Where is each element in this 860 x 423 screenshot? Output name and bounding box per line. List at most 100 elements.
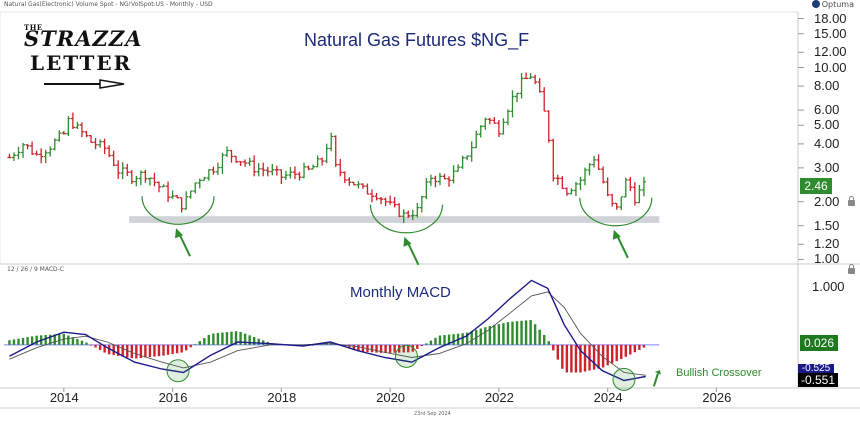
time-axis-tick: 2018 <box>267 390 297 405</box>
lock-icon[interactable] <box>848 264 855 274</box>
low-arc-marker <box>141 196 215 225</box>
low-arrow <box>406 241 420 266</box>
macd-histogram-bar <box>26 337 29 345</box>
signal-line <box>9 291 646 376</box>
footer-date: 23rd Sep 2024 <box>414 411 451 417</box>
macd-histogram-bar <box>153 344 156 357</box>
low-arrow-head <box>175 228 184 239</box>
macd-histogram-bar <box>171 344 174 355</box>
macd-histogram-bar <box>230 331 233 345</box>
macd-histogram-bar <box>30 336 34 345</box>
macd-histogram-bar <box>180 344 183 353</box>
macd-histogram-bar <box>556 344 560 360</box>
macd-histogram-bar <box>148 344 152 358</box>
macd-histogram-bar <box>85 342 88 345</box>
macd-histogram-bar <box>420 344 424 347</box>
macd-histogram-bar <box>407 344 410 353</box>
macd-histogram-bar <box>416 344 419 349</box>
macd-histogram-bar <box>58 334 61 345</box>
time-axis-tick: 2026 <box>702 390 732 405</box>
macd-histogram-bar <box>370 344 374 353</box>
macd-histogram-bar <box>212 333 215 345</box>
macd-histogram-bar <box>524 320 528 345</box>
macd-histogram-bar <box>53 334 56 345</box>
macd-histogram-bar <box>570 344 573 373</box>
macd-histogram-bar <box>80 340 84 345</box>
macd-histogram-bar <box>511 321 514 345</box>
macd-histogram-bar <box>402 344 405 353</box>
macd-histogram-bar <box>384 344 387 354</box>
price-axis-tick: 8.00 <box>814 78 840 94</box>
macd-histogram-bar <box>352 344 356 351</box>
macd-histogram-bar <box>243 333 247 345</box>
macd-histogram-bar <box>529 320 532 345</box>
macd-histogram-bar <box>76 338 79 345</box>
macd-histogram-bar <box>633 344 637 353</box>
low-arrow-head <box>403 236 412 247</box>
macd-histogram-bar <box>443 335 446 345</box>
macd-histogram-bar <box>44 335 47 345</box>
macd-histogram-bar <box>452 334 455 345</box>
macd-histogram-bar <box>234 331 238 345</box>
macd-histogram-bar <box>357 344 360 352</box>
macd-histogram-bar <box>484 327 487 345</box>
macd-histogram-bar <box>135 344 138 359</box>
macd-histogram-bar <box>438 335 442 345</box>
macd-histogram-bar <box>461 333 464 345</box>
macd-chart-title: Monthly MACD <box>350 284 451 301</box>
macd-histogram-bar <box>203 338 206 345</box>
macd-histogram-bar <box>533 324 537 345</box>
macd-histogram-bar <box>112 344 115 356</box>
time-axis-tick: 2016 <box>158 390 188 405</box>
macd-histogram-bar <box>429 340 433 345</box>
macd-histogram-bar <box>592 344 596 370</box>
macd-histogram-bar <box>121 344 124 357</box>
macd-histogram-bar <box>620 344 623 359</box>
macd-histogram-bar <box>103 344 106 353</box>
macd-histogram-bar <box>493 325 496 345</box>
price-axis-tick: 5.00 <box>814 117 840 133</box>
low-arrow-head <box>612 229 621 240</box>
macd-histogram-bar <box>629 344 632 355</box>
macd-histogram-bar <box>506 322 510 345</box>
macd-histogram-bar <box>520 320 523 345</box>
macd-histogram-bar <box>248 335 251 345</box>
macd-histogram-bar <box>515 321 519 345</box>
price-axis-tick: 1.20 <box>814 236 840 252</box>
low-arrow <box>615 234 629 259</box>
macd-histogram-bar <box>470 331 473 345</box>
time-axis-tick: 2020 <box>376 390 406 405</box>
macd-histogram-bar <box>434 337 437 345</box>
lock-icon[interactable] <box>848 196 855 206</box>
macd-value-badge: 0.026 <box>800 335 838 351</box>
macd-histogram-bar <box>71 337 75 345</box>
price-axis-tick: 10.00 <box>814 59 847 75</box>
macd-histogram-bar <box>144 344 147 358</box>
price-axis-tick: 6.00 <box>814 102 840 118</box>
signal-value-badge: -0.525 <box>798 364 834 373</box>
macd-histogram-bar <box>35 335 38 345</box>
price-axis-tick: 4.00 <box>814 135 840 151</box>
macd-histogram-bar <box>615 344 618 362</box>
macd-histogram-bar <box>239 332 242 345</box>
macd-histogram-bar <box>207 335 211 345</box>
time-axis-tick: 2022 <box>484 390 514 405</box>
macd-histogram-bar <box>579 344 582 373</box>
crossover-marker <box>394 344 418 368</box>
macd-histogram-bar <box>561 344 564 369</box>
macd-histogram-bar <box>94 344 97 348</box>
macd-histogram-bar <box>502 323 505 345</box>
price-axis-tick: 1.50 <box>814 217 840 233</box>
macd-histogram-bar <box>117 344 120 356</box>
brand-text: Optuma <box>821 0 854 9</box>
last-price-badge: 2.46 <box>800 178 832 194</box>
bullish-crossover-annotation: Bullish Crossover <box>676 367 762 379</box>
time-axis-tick: 2014 <box>49 390 79 405</box>
histogram-value-badge: -0.551 <box>798 373 838 387</box>
macd-axis-tick: 1.000 <box>812 279 845 295</box>
price-axis-tick: 3.00 <box>814 159 840 175</box>
price-axis-tick: 15.00 <box>814 25 847 41</box>
macd-histogram-bar <box>49 334 52 345</box>
macd-histogram-bar <box>447 334 451 345</box>
